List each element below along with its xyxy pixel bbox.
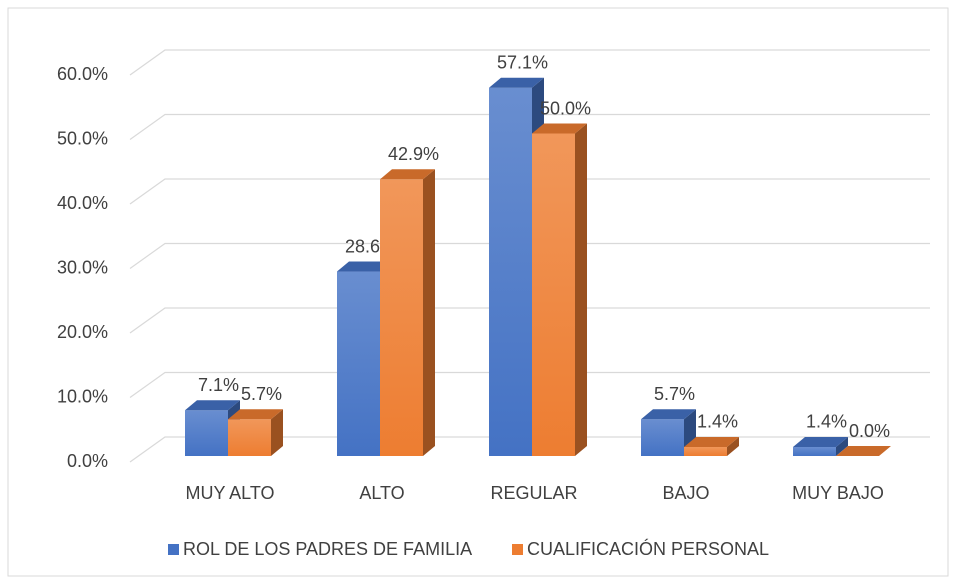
bar-side xyxy=(423,169,435,457)
grid-line xyxy=(129,178,930,205)
data-label: 5.7% xyxy=(654,384,695,404)
bar xyxy=(185,410,228,456)
x-tick-label: BAJO xyxy=(662,483,709,503)
grid-line xyxy=(129,113,930,140)
x-tick-label: ALTO xyxy=(359,483,404,503)
data-label: 1.4% xyxy=(806,412,847,432)
x-tick-label: MUY BAJO xyxy=(792,483,884,503)
data-label: 50.0% xyxy=(540,98,591,118)
legend-swatch xyxy=(512,544,523,555)
bar-top xyxy=(228,409,283,420)
y-tick-label: 20.0% xyxy=(57,322,108,342)
bar xyxy=(532,133,575,456)
bar-side xyxy=(836,436,848,456)
y-tick-label: 40.0% xyxy=(57,193,108,213)
y-tick-label: 50.0% xyxy=(57,128,108,148)
data-label: 42.9% xyxy=(388,144,439,164)
bar-top xyxy=(185,400,240,411)
bar xyxy=(228,419,271,456)
bar xyxy=(641,419,684,456)
data-label: 0.0% xyxy=(849,421,890,441)
data-label: 57.1% xyxy=(497,52,548,72)
bar xyxy=(380,179,423,457)
y-tick-label: 0.0% xyxy=(67,451,108,471)
y-tick-label: 10.0% xyxy=(57,386,108,406)
bar xyxy=(793,446,836,456)
y-tick-label: 60.0% xyxy=(57,64,108,84)
legend-label: CUALIFICACIÓN PERSONAL xyxy=(527,538,769,559)
data-label: 7.1% xyxy=(198,375,239,395)
bar-top xyxy=(641,409,696,420)
bar-top xyxy=(836,446,891,456)
bar xyxy=(684,446,727,456)
bar-top xyxy=(337,261,392,272)
grid-line xyxy=(129,49,930,76)
grid-line xyxy=(129,307,930,334)
bar xyxy=(489,87,532,456)
data-label: 1.4% xyxy=(697,412,738,432)
bar xyxy=(337,271,380,456)
legend-label: ROL DE LOS PADRES DE FAMILIA xyxy=(183,539,472,559)
bar-top xyxy=(532,123,587,134)
bar-side xyxy=(727,436,739,456)
data-label: 5.7% xyxy=(241,384,282,404)
x-tick-label: REGULAR xyxy=(490,483,577,503)
bar-top xyxy=(380,169,435,180)
bar-top xyxy=(793,436,848,447)
legend-swatch xyxy=(168,544,179,555)
y-tick-label: 30.0% xyxy=(57,257,108,277)
chart-frame xyxy=(7,7,949,577)
bar-top xyxy=(684,436,739,447)
bar-top xyxy=(489,77,544,88)
grid-line xyxy=(129,242,930,269)
bar-side xyxy=(271,409,283,456)
x-tick-label: MUY ALTO xyxy=(185,483,274,503)
grid-line xyxy=(129,371,930,398)
bar-side xyxy=(575,123,587,456)
